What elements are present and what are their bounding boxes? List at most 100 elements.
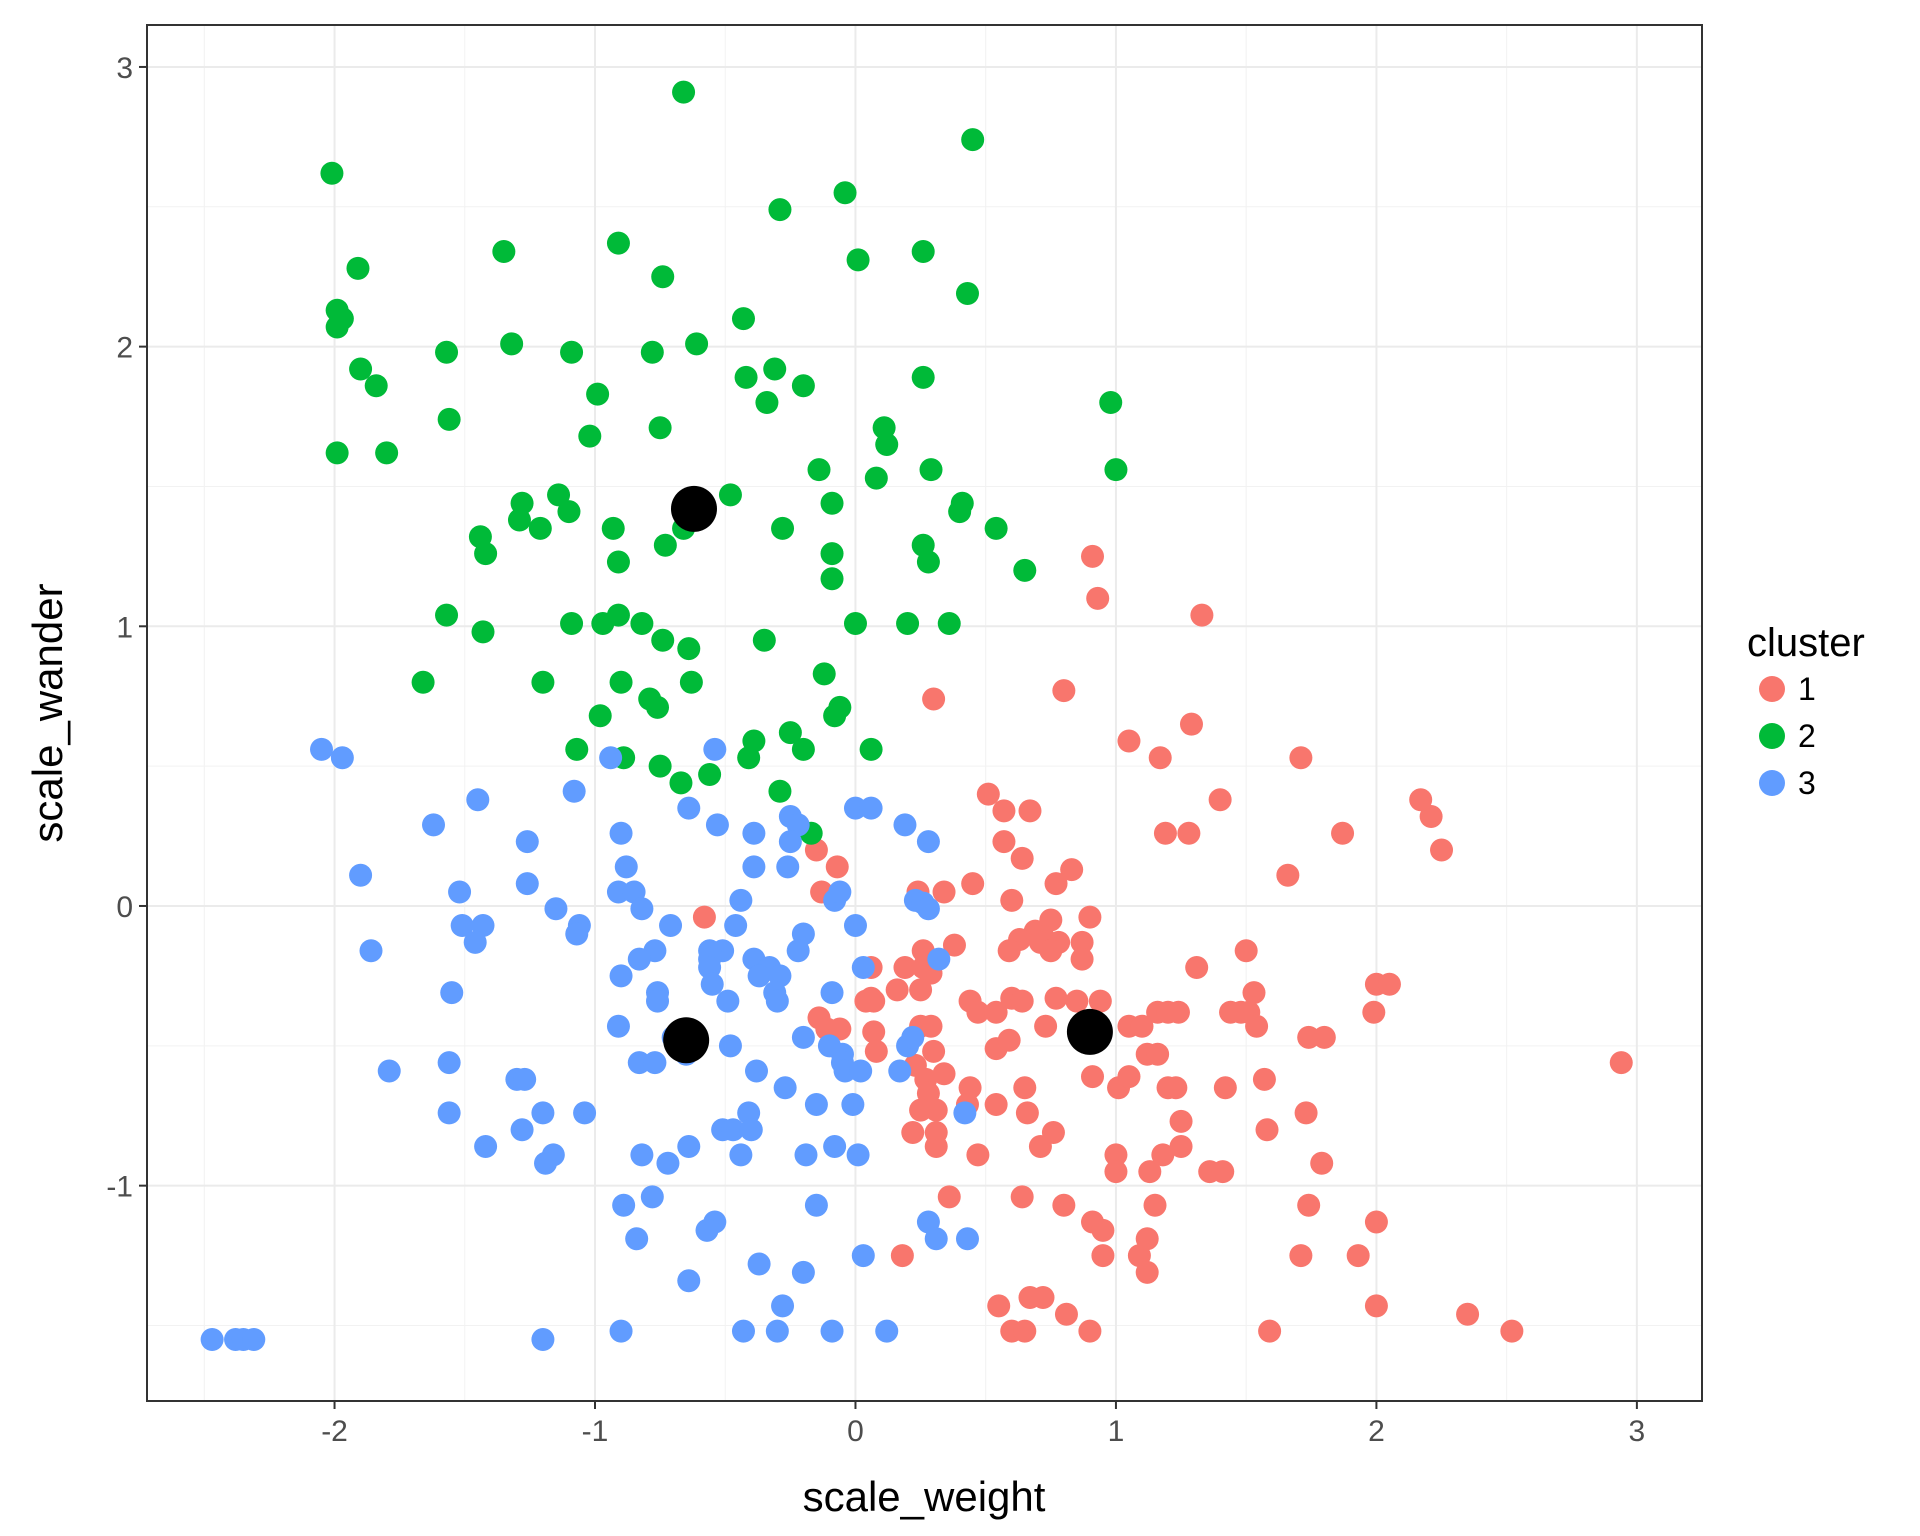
data-point-cluster-1 [1034, 1014, 1058, 1038]
x-tick-label: 2 [1368, 1415, 1385, 1448]
data-point-cluster-2 [349, 357, 373, 381]
data-point-cluster-3 [765, 1319, 789, 1343]
data-point-cluster-2 [875, 433, 899, 457]
data-point-cluster-3 [843, 914, 867, 938]
data-point-cluster-3 [531, 1101, 555, 1125]
data-point-cluster-1 [1138, 1160, 1162, 1184]
data-point-cluster-2 [820, 542, 844, 566]
data-point-cluster-3 [700, 972, 724, 996]
data-point-cluster-3 [609, 964, 633, 988]
data-point-cluster-3 [721, 1118, 745, 1142]
data-point-cluster-1 [1135, 1227, 1159, 1251]
data-point-cluster-3 [742, 821, 766, 845]
data-point-cluster-3 [791, 1260, 815, 1284]
data-point-cluster-1 [1258, 1319, 1282, 1343]
data-point-cluster-1 [919, 1014, 943, 1038]
data-point-cluster-1 [1135, 1260, 1159, 1284]
data-point-cluster-1 [1211, 1160, 1235, 1184]
legend-entry-2: 2 [1759, 718, 1816, 754]
data-point-cluster-2 [601, 516, 625, 540]
panel-background [147, 25, 1702, 1401]
data-point-cluster-3 [440, 981, 464, 1005]
data-point-cluster-3 [731, 1319, 755, 1343]
data-point-cluster-2 [846, 248, 870, 272]
data-point-cluster-1 [1044, 872, 1068, 896]
data-point-cluster-3 [359, 939, 383, 963]
data-point-cluster-1 [1104, 1160, 1128, 1184]
data-point-cluster-3 [599, 746, 623, 770]
data-point-cluster-3 [450, 914, 474, 938]
data-point-cluster-1 [1364, 1210, 1388, 1234]
data-point-cluster-2 [435, 603, 459, 627]
y-tick-label: 3 [116, 52, 133, 85]
data-point-cluster-3 [630, 1143, 654, 1167]
data-point-cluster-3 [448, 880, 472, 904]
data-point-cluster-3 [820, 981, 844, 1005]
data-point-cluster-3 [739, 1118, 763, 1142]
data-point-cluster-3 [466, 788, 490, 812]
x-axis-title: scale_weight [803, 1473, 1046, 1520]
data-point-cluster-2 [606, 231, 630, 255]
data-point-cluster-1 [922, 1039, 946, 1063]
data-point-cluster-2 [752, 628, 776, 652]
data-point-cluster-1 [1430, 838, 1454, 862]
data-point-cluster-3 [677, 1269, 701, 1293]
data-point-cluster-2 [896, 612, 920, 636]
data-point-cluster-2 [911, 365, 935, 389]
data-point-cluster-2 [320, 161, 344, 185]
data-point-cluster-2 [1099, 391, 1123, 415]
data-point-cluster-3 [888, 1059, 912, 1083]
data-point-cluster-1 [922, 687, 946, 711]
data-point-cluster-1 [1010, 846, 1034, 870]
data-point-cluster-2 [1013, 558, 1037, 582]
data-point-cluster-3 [924, 1227, 948, 1251]
data-point-cluster-1 [1500, 1319, 1524, 1343]
data-point-cluster-2 [677, 637, 701, 661]
data-point-cluster-2 [734, 365, 758, 389]
data-point-cluster-3 [609, 1319, 633, 1343]
centroid-point [670, 485, 717, 532]
data-point-cluster-2 [823, 704, 847, 728]
data-point-cluster-1 [1245, 1014, 1269, 1038]
data-point-cluster-2 [937, 612, 961, 636]
data-point-cluster-1 [1169, 1134, 1193, 1158]
data-point-cluster-3 [677, 1134, 701, 1158]
data-point-cluster-1 [1208, 788, 1232, 812]
data-point-cluster-1 [1252, 1067, 1276, 1091]
y-tick-label: -1 [106, 1171, 133, 1204]
data-point-cluster-1 [1276, 863, 1300, 887]
data-point-cluster-1 [1419, 804, 1443, 828]
data-point-cluster-3 [640, 1185, 664, 1209]
data-point-cluster-1 [984, 1000, 1008, 1024]
data-point-cluster-1 [1070, 947, 1094, 971]
data-point-cluster-1 [1169, 1109, 1193, 1133]
data-point-cluster-2 [507, 508, 531, 532]
data-point-cluster-1 [1179, 712, 1203, 736]
data-point-cluster-1 [966, 1143, 990, 1167]
data-point-cluster-1 [1054, 1302, 1078, 1326]
data-point-cluster-1 [1052, 1193, 1076, 1217]
data-point-cluster-2 [648, 416, 672, 440]
data-point-cluster-2 [669, 771, 693, 795]
data-point-cluster-3 [609, 821, 633, 845]
x-axis: -2 -1 0 1 2 3 [321, 1401, 1645, 1448]
data-point-cluster-1 [885, 978, 909, 1002]
data-point-cluster-2 [325, 315, 349, 339]
centroid-point [1066, 1008, 1113, 1055]
data-point-cluster-1 [966, 1000, 990, 1024]
data-point-cluster-1 [864, 1039, 888, 1063]
data-point-cluster-1 [1294, 1101, 1318, 1125]
data-point-cluster-1 [976, 782, 1000, 806]
data-point-cluster-3 [614, 855, 638, 879]
data-point-cluster-2 [411, 670, 435, 694]
data-point-cluster-2 [531, 670, 555, 694]
data-point-cluster-3 [773, 1076, 797, 1100]
data-point-cluster-1 [1190, 603, 1214, 627]
data-point-cluster-2 [651, 628, 675, 652]
data-point-cluster-3 [513, 1067, 537, 1091]
data-point-cluster-2 [648, 754, 672, 778]
data-point-cluster-3 [765, 989, 789, 1013]
data-point-cluster-3 [729, 1143, 753, 1167]
data-point-cluster-3 [744, 1059, 768, 1083]
data-point-cluster-1 [997, 1028, 1021, 1052]
